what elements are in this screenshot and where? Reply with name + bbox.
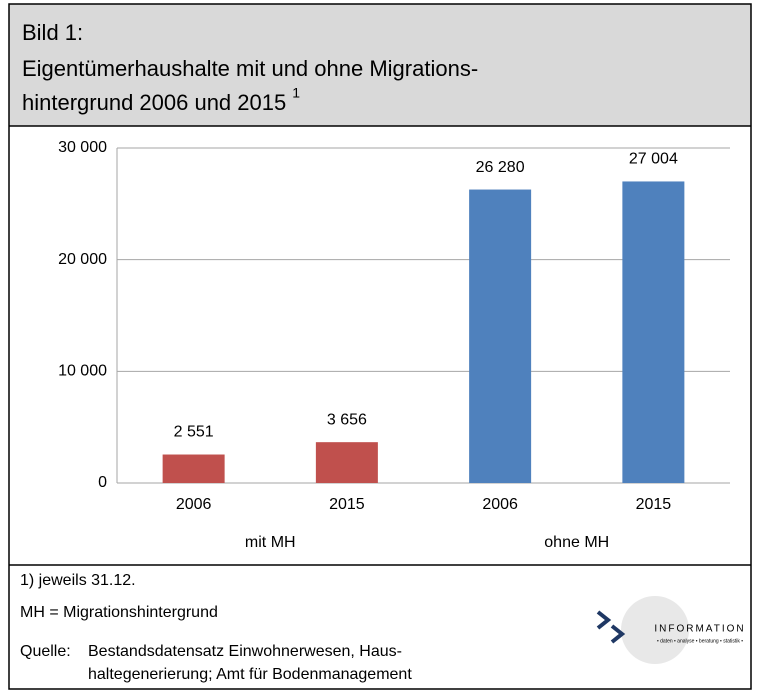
bar <box>315 442 378 483</box>
logo-chevron <box>596 610 612 630</box>
y-tick-label: 10 000 <box>58 363 107 380</box>
source-text: haltegenerierung; Amt für Bodenmanagemen… <box>88 666 412 683</box>
data-label: 27 004 <box>629 151 678 168</box>
logo-chevron <box>610 624 626 644</box>
y-tick-label: 20 000 <box>58 251 107 268</box>
group-label: mit MH <box>245 534 296 551</box>
chart-title: hintergrund 2006 und 2015 <box>22 90 286 115</box>
logo-tagline: • daten • analyse • beratung • statistik… <box>657 638 743 644</box>
bar <box>622 181 685 484</box>
logo-circle <box>621 596 689 664</box>
y-tick-label: 0 <box>98 474 107 491</box>
group-label: ohne MH <box>544 534 609 551</box>
logo: INFORMATION • daten • analyse • beratung… <box>596 596 745 664</box>
data-label: 3 656 <box>327 411 367 428</box>
logo-name: INFORMATION <box>654 624 745 635</box>
frame <box>8 3 752 690</box>
source-label: Quelle: <box>20 643 71 660</box>
source-text: Bestandsdatensatz Einwohnerwesen, Haus- <box>88 643 402 660</box>
x-tick-label: 2015 <box>329 496 365 513</box>
x-tick-label: 2006 <box>482 496 518 513</box>
chart-title: Bild 1: <box>22 20 83 45</box>
x-tick-label: 2006 <box>176 496 212 513</box>
data-label: 2 551 <box>174 424 214 441</box>
title-footnote-mark: 1 <box>292 85 300 101</box>
header-background <box>9 4 751 126</box>
data-label: 26 280 <box>476 159 525 176</box>
y-tick-label: 30 000 <box>58 139 107 156</box>
note: 1) jeweils 31.12. <box>20 572 136 589</box>
bar <box>469 189 532 484</box>
chart-title: Eigentümerhaushalte mit und ohne Migrati… <box>22 56 478 81</box>
bar <box>162 454 225 483</box>
x-tick-label: 2015 <box>636 496 672 513</box>
note: MH = Migrationshintergrund <box>20 604 218 621</box>
